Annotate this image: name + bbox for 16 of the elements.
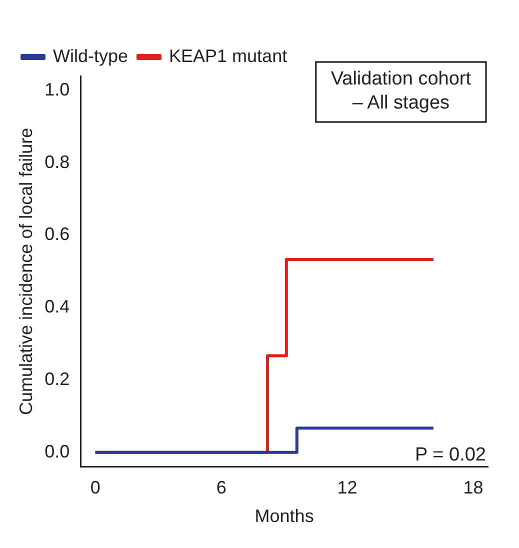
y-tick-label: 0.0: [44, 441, 70, 462]
x-axis-title: Months: [254, 506, 314, 526]
y-tick-label: 0.6: [44, 224, 70, 244]
y-axis-title: Cumulative incidence of local failure: [16, 128, 36, 415]
x-tick-label: 12: [337, 478, 358, 498]
x-tick-label: 6: [216, 478, 226, 498]
annotation: P = 0.02: [415, 444, 486, 466]
y-tick-label: 0.2: [44, 368, 70, 389]
legend-label: KEAP1 mutant: [169, 46, 288, 66]
x-tick-label: 18: [463, 478, 484, 498]
legend-label: Wild-type: [53, 46, 128, 66]
y-tick-label: 1.0: [44, 79, 70, 100]
y-tick-label: 0.4: [44, 296, 70, 317]
annotation: Validation cohort – All stages: [330, 68, 472, 114]
x-tick-label: 0: [90, 478, 100, 498]
y-tick-label: 0.8: [44, 152, 70, 172]
